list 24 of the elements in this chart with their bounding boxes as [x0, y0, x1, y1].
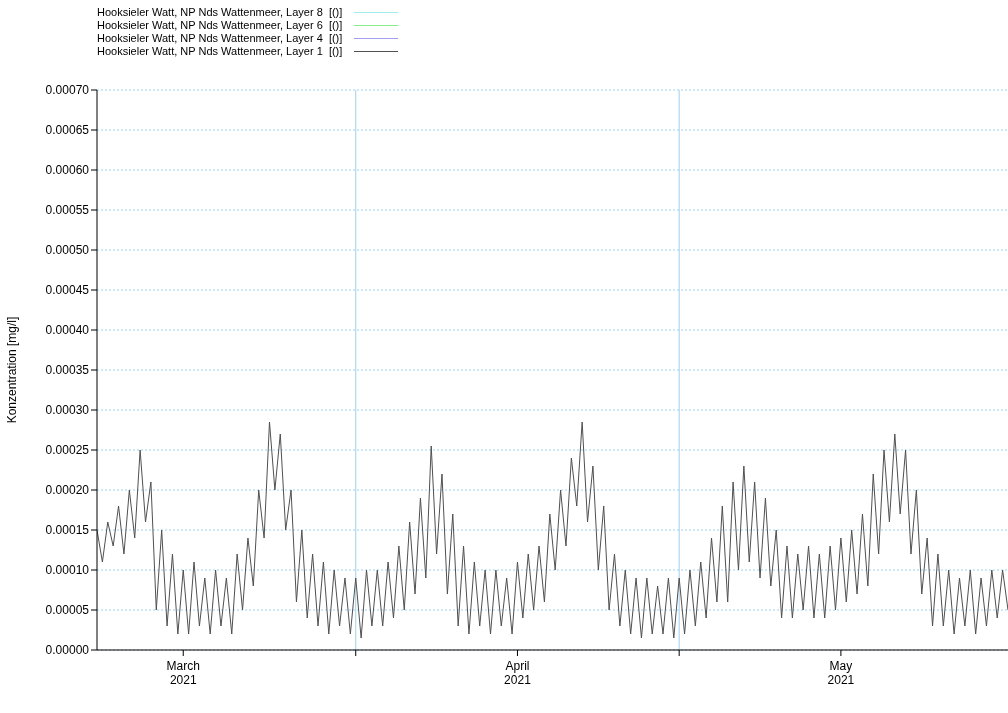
y-tick-label: 0.00000 — [45, 643, 90, 658]
y-axis-title: Konzentration [mg/l] — [5, 316, 20, 424]
legend-label: Hooksieler Watt, NP Nds Wattenmeer, Layer 6 [()] — [97, 19, 343, 32]
legend-label: Hooksieler Watt, NP Nds Wattenmeer, Layer 1 [()] — [97, 45, 343, 58]
y-tick-label: 0.00020 — [45, 483, 90, 498]
y-tick-label: 0.00055 — [45, 203, 90, 218]
y-tick-label: 0.00025 — [45, 443, 90, 458]
line-series — [97, 421, 1008, 639]
y-tick-label: 0.00065 — [45, 123, 90, 138]
legend-label: Hooksieler Watt, NP Nds Wattenmeer, Layer 4 [()] — [97, 32, 343, 45]
y-tick-label: 0.00015 — [45, 523, 90, 538]
y-tick-label: 0.00060 — [45, 163, 90, 178]
x-tick-label: April 2021 — [504, 659, 532, 687]
y-tick-label: 0.00045 — [45, 283, 90, 298]
y-tick-label: 0.00005 — [45, 603, 90, 618]
y-tick-label: 0.00070 — [45, 83, 90, 98]
y-tick-label: 0.00050 — [45, 243, 90, 258]
y-tick-label: 0.00035 — [45, 363, 90, 378]
y-tick-label: 0.00030 — [45, 403, 90, 418]
x-tick-label: March 2021 — [166, 659, 200, 687]
y-tick-label: 0.00040 — [45, 323, 90, 338]
y-tick-label: 0.00010 — [45, 563, 90, 578]
x-tick-label: May 2021 — [827, 659, 855, 687]
legend-label: Hooksieler Watt, NP Nds Wattenmeer, Layer 8 [()] — [97, 6, 343, 19]
